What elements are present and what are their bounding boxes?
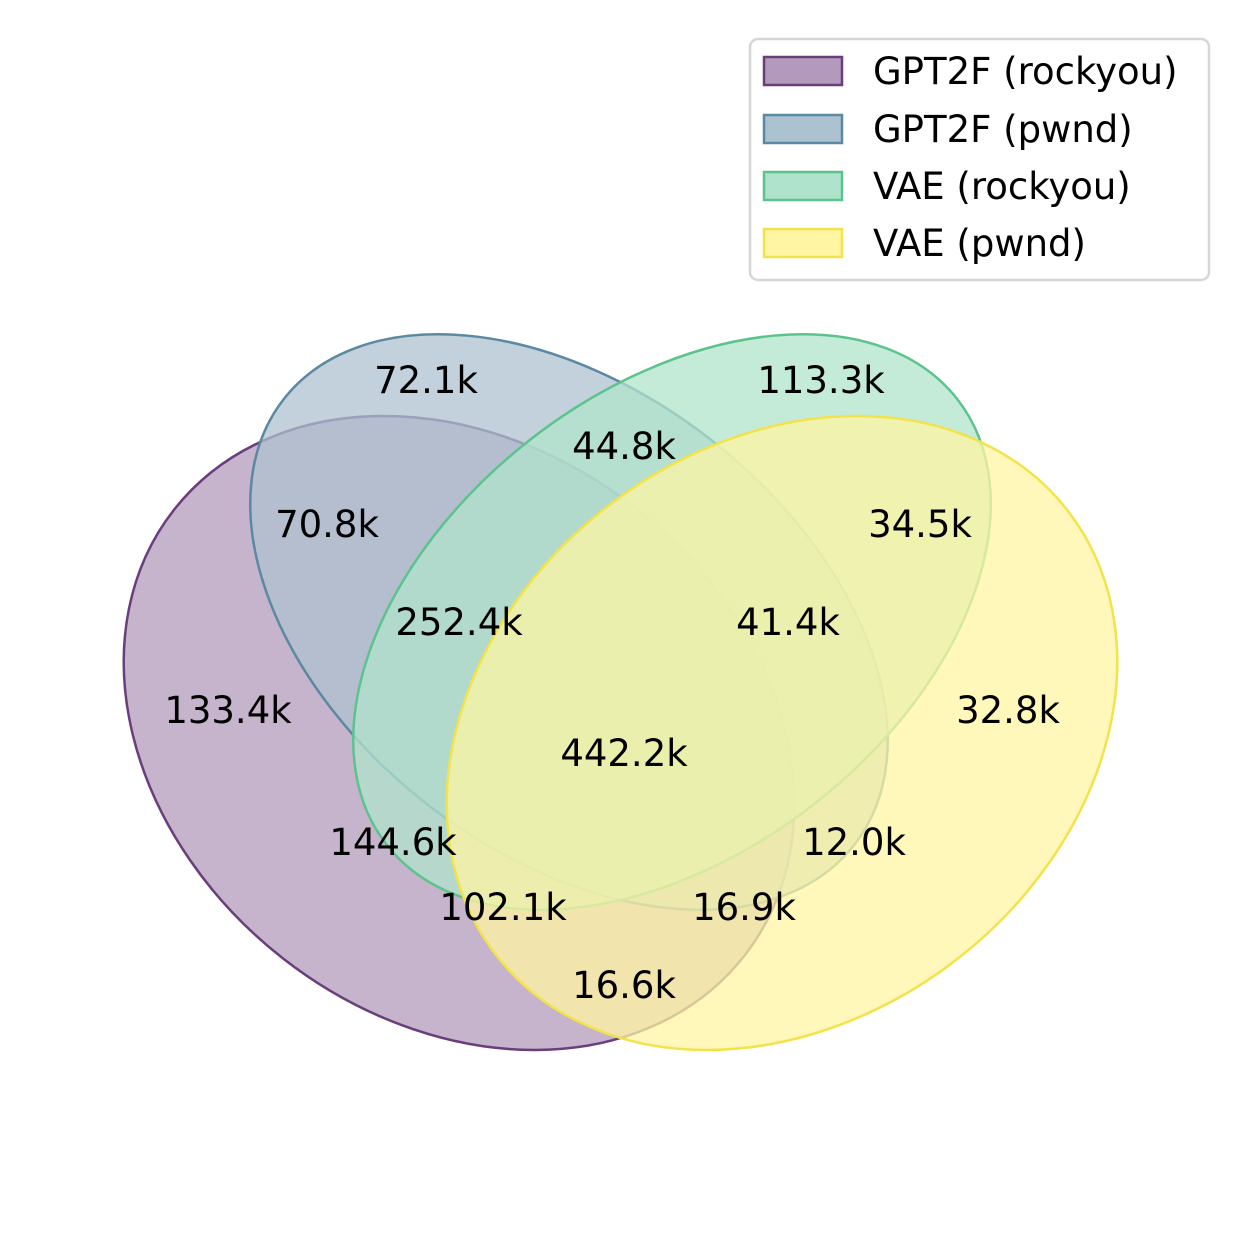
region-label: 72.1k [374, 359, 478, 402]
legend-swatch [762, 113, 844, 145]
legend-label: GPT2F (pwnd) [873, 108, 1133, 151]
region-label: 113.3k [757, 359, 885, 402]
ellipse-vae-pwnd [445, 414, 1119, 1052]
legend-swatch [762, 55, 844, 87]
region-label: 442.2k [560, 732, 688, 775]
region-label: 32.8k [956, 689, 1060, 732]
region-label: 133.4k [164, 689, 292, 732]
set-ellipses [122, 332, 1119, 1052]
legend-frame [748, 37, 1211, 282]
legend-item: VAE (pwnd) [762, 222, 1086, 265]
region-label: 44.8k [572, 425, 676, 468]
region-label: 41.4k [736, 601, 840, 644]
legend-label: GPT2F (rockyou) [873, 50, 1178, 93]
region-label: 102.1k [439, 886, 567, 929]
region-label: 16.6k [572, 964, 676, 1007]
legend-swatch [762, 170, 844, 202]
region-label: 252.4k [395, 601, 523, 644]
region-label: 70.8k [275, 503, 379, 546]
region-label: 144.6k [329, 821, 457, 864]
legend: GPT2F (rockyou) GPT2F (pwnd) VAE (rockyo… [748, 37, 1211, 282]
region-label: 16.9k [692, 886, 796, 929]
region-label: 12.0k [802, 821, 906, 864]
legend-item: GPT2F (rockyou) [762, 50, 1178, 93]
legend-label: VAE (pwnd) [873, 222, 1086, 265]
region-label: 34.5k [868, 503, 972, 546]
region-labels: 72.1k 113.3k 44.8k 70.8k 34.5k 252.4k 41… [164, 359, 1060, 1007]
legend-item: VAE (rockyou) [762, 165, 1131, 208]
legend-swatch [762, 227, 844, 259]
legend-label: VAE (rockyou) [873, 165, 1131, 208]
legend-item: GPT2F (pwnd) [762, 108, 1133, 151]
